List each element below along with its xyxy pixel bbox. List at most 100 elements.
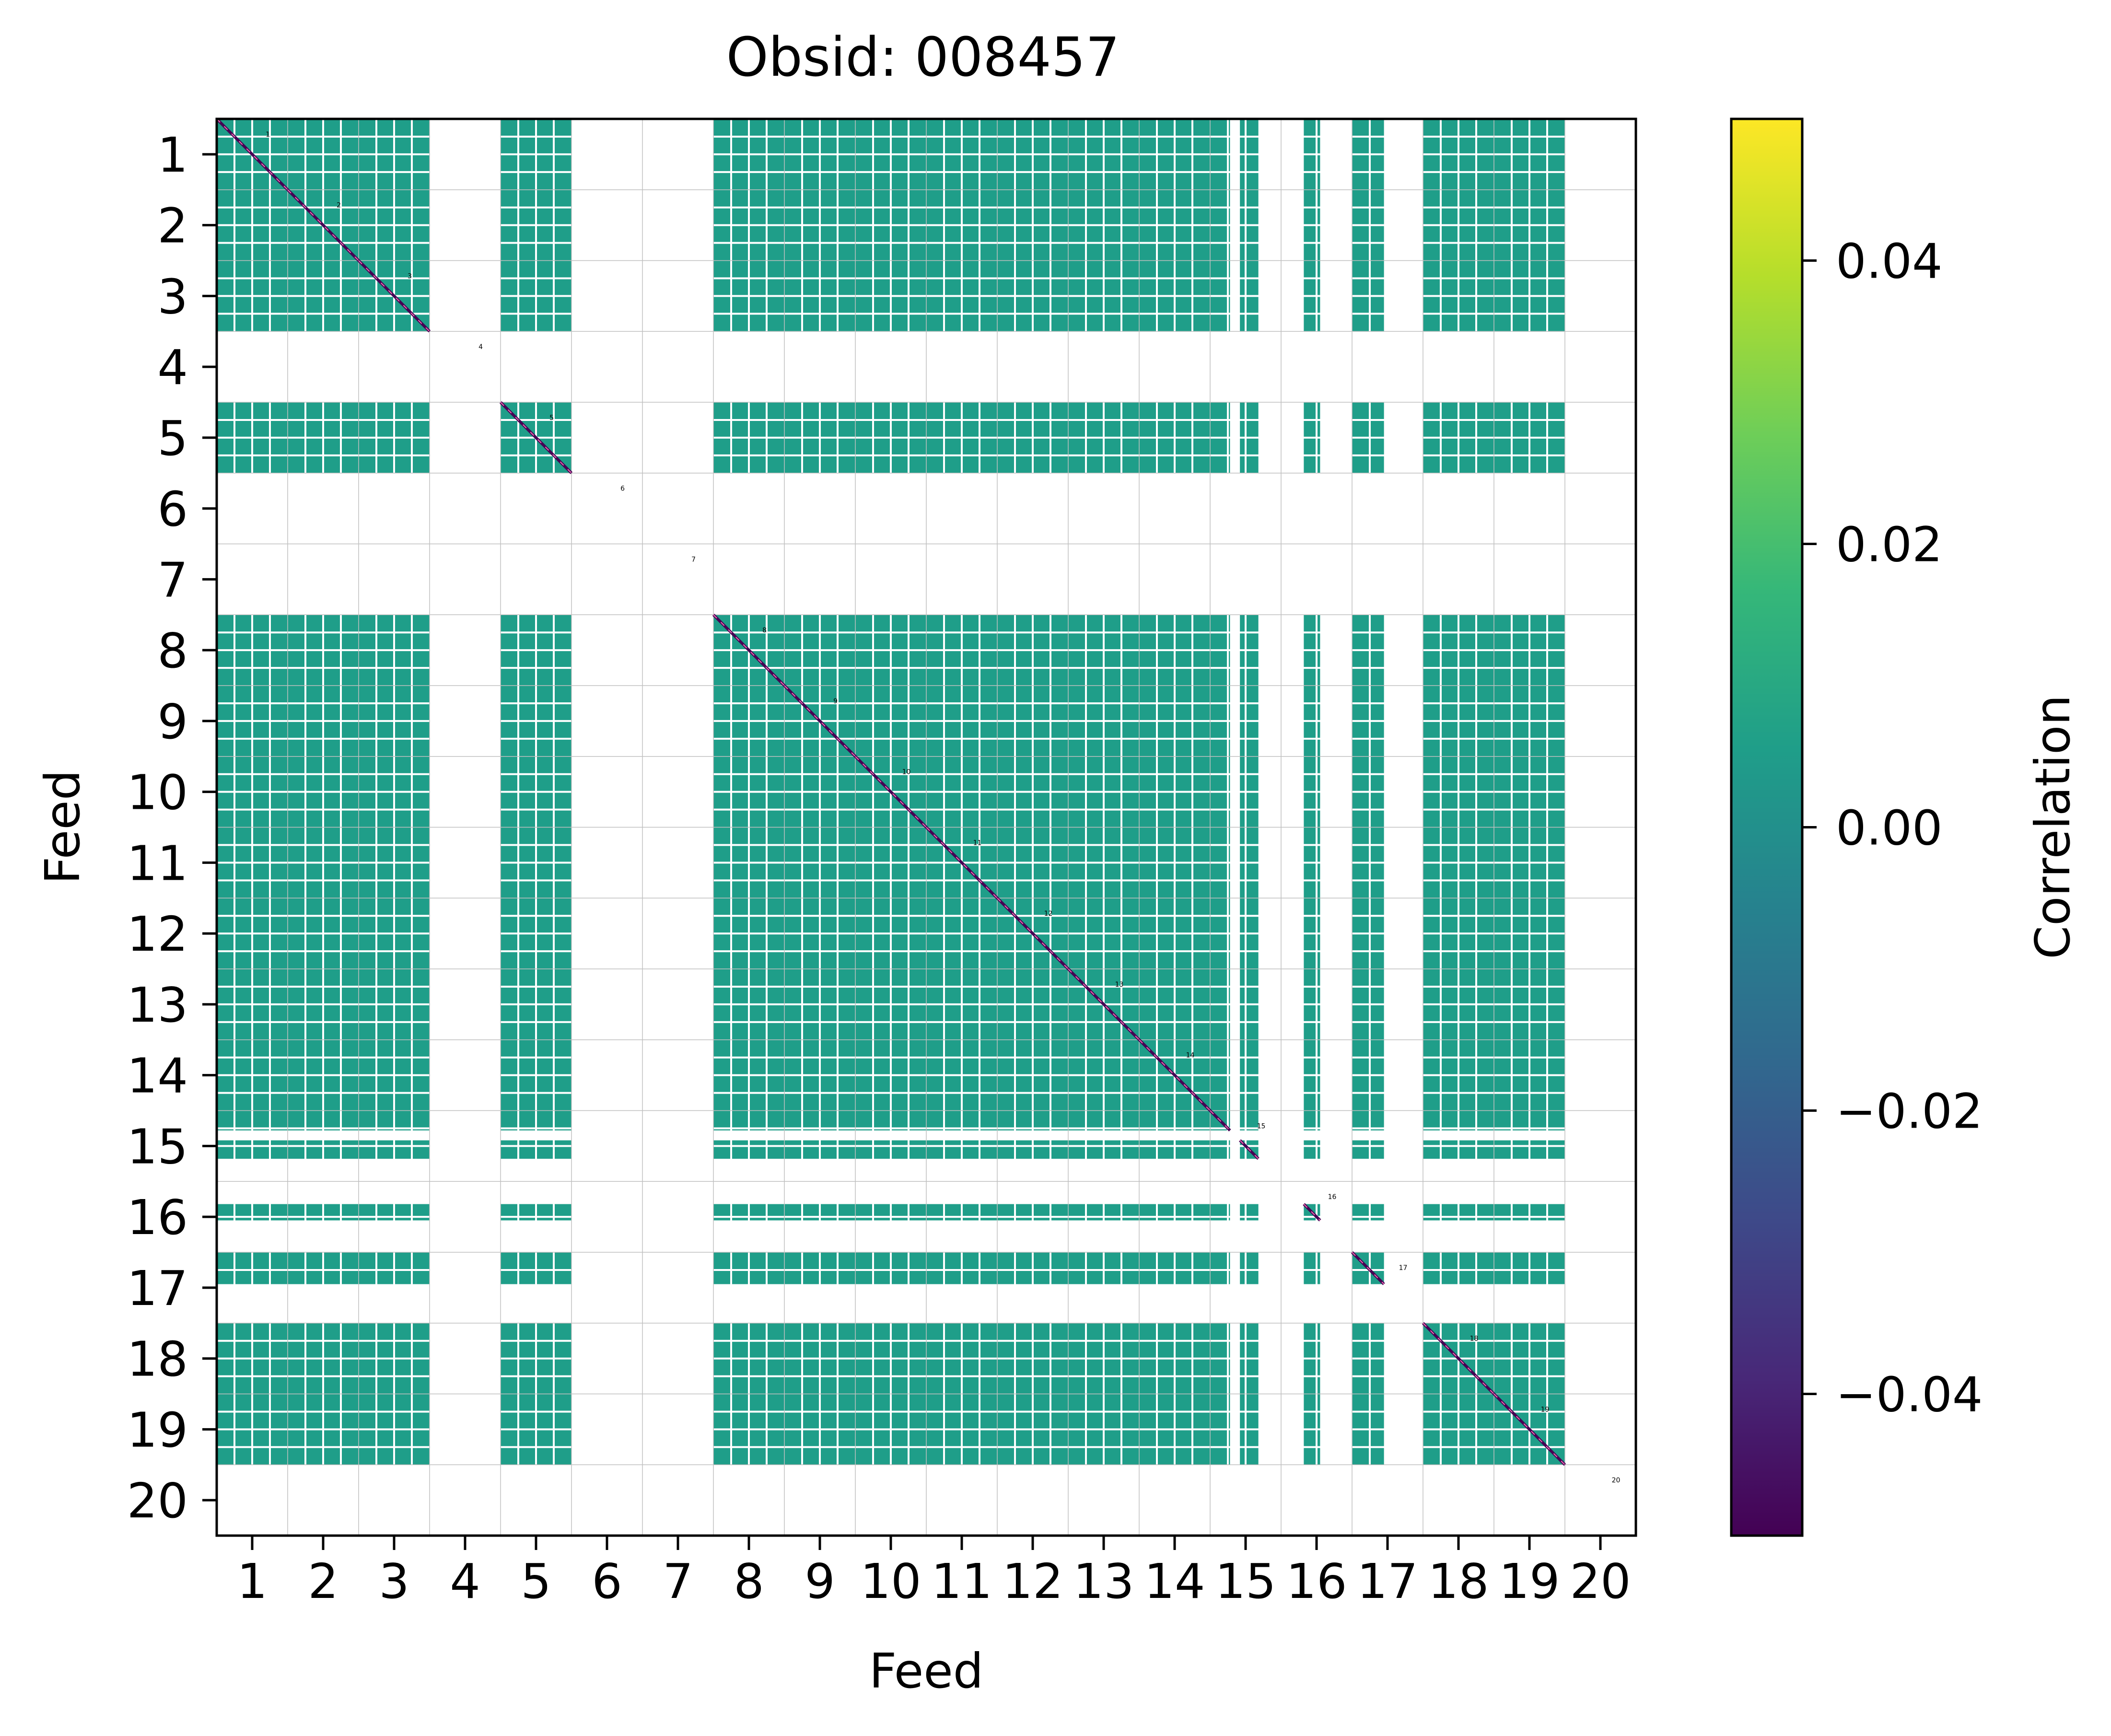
diagonal-label-12: 12 <box>1044 910 1053 918</box>
y-axis-label: Feed <box>35 770 91 885</box>
y-tick-label: 20 <box>127 1473 188 1529</box>
diagonal-label-19: 19 <box>1541 1406 1550 1413</box>
heatmap-cell-17-15 <box>1240 1252 1259 1284</box>
y-tick-label: 17 <box>127 1260 188 1317</box>
x-tick-label: 6 <box>592 1553 622 1609</box>
diagonal-line-13 <box>1067 967 1141 1041</box>
diagonal-hatch-17 <box>1352 1252 1385 1285</box>
heatmap-cell-17-16 <box>1304 1252 1320 1284</box>
diagonal-label-6: 6 <box>620 485 625 493</box>
diagonal-line-12 <box>996 897 1070 970</box>
heatmap-cell-15-16 <box>1304 1140 1320 1159</box>
diagonal-line-2 <box>286 188 360 262</box>
colorbar-tick-label: 0.00 <box>1836 800 1943 856</box>
plot-frame <box>215 117 1637 1537</box>
diagonal-line-18 <box>1422 1322 1495 1395</box>
y-tick-label: 18 <box>127 1331 188 1387</box>
diagonal-label-1: 1 <box>266 131 270 139</box>
heatmap-diagonal <box>215 117 1566 1466</box>
y-tick-label: 14 <box>127 1048 188 1104</box>
x-tick-label: 13 <box>1073 1553 1134 1609</box>
diagonal-label-7: 7 <box>691 556 696 563</box>
y-tick-label: 6 <box>157 481 188 537</box>
y-tick-label: 11 <box>127 835 188 891</box>
diagonal-label-9: 9 <box>833 698 838 705</box>
y-tick-label: 10 <box>127 765 188 821</box>
chart-title: Obsid: 008457 <box>726 26 1120 89</box>
x-tick-label: 3 <box>379 1553 409 1609</box>
diagonal-hatch-16 <box>1303 1203 1321 1221</box>
diagonal-label-2: 2 <box>337 202 341 210</box>
diagonal-line-8 <box>712 614 786 687</box>
heatmap-cell-16-15 <box>1240 1204 1259 1221</box>
diagonal-label-15: 15 <box>1257 1122 1266 1130</box>
diagonal-label-14: 14 <box>1186 1052 1195 1060</box>
y-tick-label: 8 <box>157 623 188 679</box>
diagonal-hatch-15 <box>1210 1110 1231 1131</box>
heatmap-cell-17-15 <box>1210 1252 1230 1284</box>
diagonal-line-5 <box>499 401 573 474</box>
y-tick-label: 2 <box>157 198 188 254</box>
x-tick-label: 16 <box>1286 1553 1347 1609</box>
x-tick-label: 10 <box>860 1553 921 1609</box>
diagonal-label-5: 5 <box>549 414 554 422</box>
x-tick-label: 12 <box>1002 1553 1063 1609</box>
diagonal-label-20: 20 <box>1612 1477 1621 1484</box>
x-tick-label: 11 <box>931 1553 992 1609</box>
diagonal-line-14 <box>1138 1038 1212 1112</box>
y-tick-label: 9 <box>157 694 188 750</box>
diagonal-label-10: 10 <box>902 769 911 776</box>
x-tick-label: 7 <box>663 1553 693 1609</box>
diagonal-line-19 <box>1493 1393 1566 1466</box>
diagonal-label-18: 18 <box>1470 1335 1479 1343</box>
diagonal-label-11: 11 <box>973 839 982 847</box>
x-tick-label: 4 <box>450 1553 480 1609</box>
diagonal-label-3: 3 <box>408 272 412 280</box>
diagonal-hatch-15 <box>1239 1140 1259 1159</box>
diagonal-label-13: 13 <box>1115 981 1124 989</box>
x-axis-ticks: 1 2 3 4 5 6 7 8 9 10 11 12 13 14 15 16 17 18 19 20 <box>237 1536 1631 1609</box>
colorbar-tick-label: −0.02 <box>1836 1084 1983 1140</box>
y-tick-label: 16 <box>127 1189 188 1246</box>
x-tick-label: 15 <box>1215 1553 1276 1609</box>
heatmap-cell-16-17 <box>1352 1204 1384 1221</box>
y-tick-label: 5 <box>157 410 188 466</box>
colorbar-tick-label: −0.04 <box>1836 1367 1983 1423</box>
diagonal-line-3 <box>357 259 431 333</box>
x-tick-label: 1 <box>237 1553 268 1609</box>
colorbar-tick-label: 0.02 <box>1836 517 1943 573</box>
diagonal-label-8: 8 <box>762 627 767 634</box>
x-tick-label: 9 <box>805 1553 835 1609</box>
x-tick-label: 17 <box>1357 1553 1418 1609</box>
y-tick-label: 3 <box>157 268 188 325</box>
x-tick-label: 19 <box>1499 1553 1560 1609</box>
heatmap-cells <box>217 119 1636 1536</box>
y-tick-label: 19 <box>127 1402 188 1458</box>
heatmap-cell-15-17 <box>1352 1140 1384 1159</box>
x-tick-label: 14 <box>1144 1553 1205 1609</box>
heatmap-cell-15-15 <box>1210 1140 1230 1159</box>
x-tick-label: 5 <box>521 1553 551 1609</box>
heatmap-cell-15-17 <box>1352 1110 1384 1130</box>
x-axis-label: Feed <box>869 1643 984 1699</box>
diagonal-line-11 <box>925 826 999 899</box>
diagonal-line-10 <box>854 755 928 828</box>
y-tick-label: 7 <box>157 552 188 608</box>
diagonal-line-9 <box>783 684 857 757</box>
y-tick-label: 4 <box>157 339 188 396</box>
diagonal-label-17: 17 <box>1399 1264 1408 1272</box>
diagonal-label-4: 4 <box>478 343 483 351</box>
y-tick-label: 1 <box>157 127 188 183</box>
x-tick-label: 8 <box>734 1553 764 1609</box>
x-tick-label: 20 <box>1570 1553 1631 1609</box>
diagonal-line-1 <box>215 117 289 191</box>
colorbar-tick-label: 0.04 <box>1836 233 1943 290</box>
diagonal-label-16: 16 <box>1328 1193 1337 1201</box>
y-tick-label: 15 <box>127 1118 188 1175</box>
x-tick-label: 2 <box>308 1553 338 1609</box>
heatmap-gridlines <box>217 119 1636 1536</box>
y-tick-label: 13 <box>127 977 188 1033</box>
